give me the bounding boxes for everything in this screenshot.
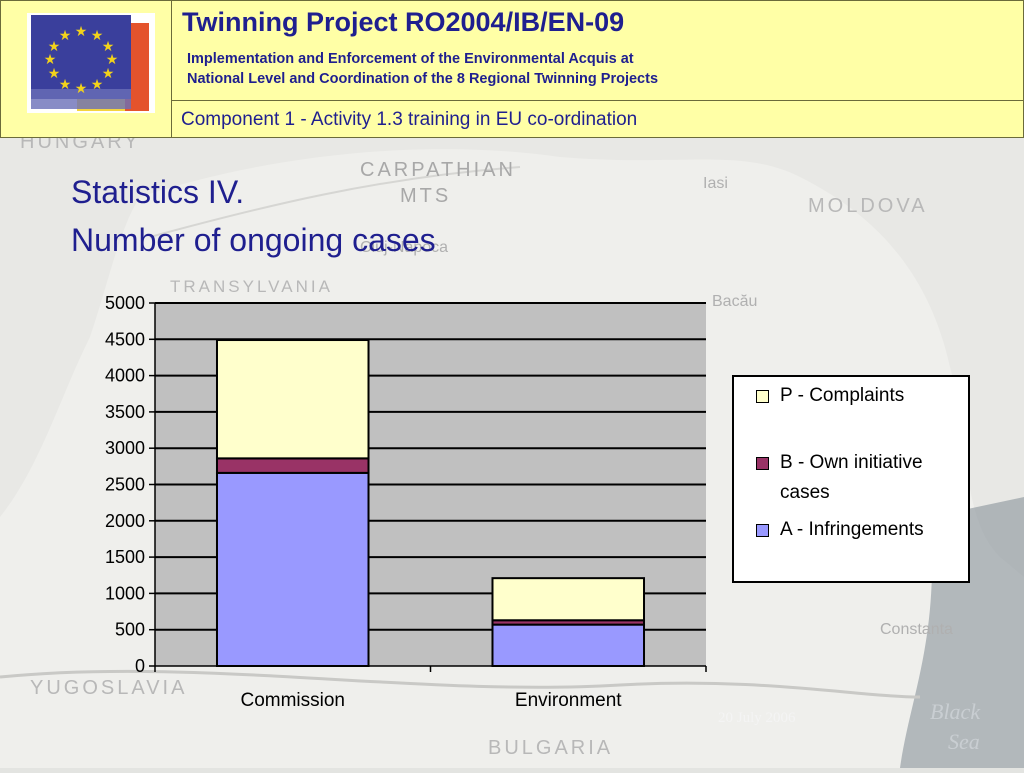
- y-tick-label: 5000: [105, 293, 145, 313]
- y-tick-label: 2000: [105, 511, 145, 531]
- y-tick-label: 0: [135, 656, 145, 676]
- map-label-mts: MTS: [400, 185, 452, 207]
- project-title: Twinning Project RO2004/IB/EN-09: [182, 7, 625, 37]
- y-tick-labels: 0 500 1000 1500 2000 2500 3000 3500 4000 4500 5000: [105, 293, 145, 676]
- legend-label-complaints: P - Complaints: [780, 385, 905, 406]
- map-label-yugoslavia: YUGOSLAVIA: [30, 677, 188, 699]
- legend-swatch-complaints: [756, 390, 769, 403]
- y-tick-label: 500: [115, 620, 145, 640]
- y-tick-label: 1000: [105, 583, 145, 603]
- bar-segment-environment-0: [491, 623, 646, 667]
- footer-date: 20 July 2006: [718, 710, 796, 726]
- svg-text:★: ★: [48, 39, 61, 55]
- map-city-iasi: Iasi: [703, 175, 728, 192]
- y-tick-label: 3500: [105, 402, 145, 422]
- y-tick-label: 2500: [105, 475, 145, 495]
- slide-title-line-2: Number of ongoing cases: [71, 222, 436, 258]
- x-category-label: Commission: [240, 690, 345, 711]
- y-tick-label: 3000: [105, 438, 145, 458]
- x-category-label: Environment: [515, 690, 622, 711]
- x-category-labels: Commission Environment: [240, 690, 622, 711]
- map-label-black-sea-1: Black: [930, 699, 981, 724]
- svg-text:★: ★: [75, 81, 88, 97]
- eu-ro-logo: ★ ★ ★ ★ ★ ★ ★ ★ ★ ★ ★ ★: [27, 13, 155, 113]
- svg-text:★: ★: [44, 52, 57, 68]
- legend-label-infringements: A - Infringements: [780, 519, 924, 540]
- y-tick-label: 4000: [105, 366, 145, 386]
- svg-text:★: ★: [102, 66, 115, 82]
- header-divider: [171, 100, 1023, 101]
- component-label: Component 1 - Activity 1.3 training in E…: [181, 109, 638, 130]
- subtitle-line-2: National Level and Coordination of the 8…: [187, 71, 659, 87]
- subtitle-line-1: Implementation and Enforcement of the En…: [187, 51, 634, 67]
- svg-text:★: ★: [102, 39, 115, 55]
- y-tick-label: 1500: [105, 547, 145, 567]
- slide-title-line-1: Statistics IV.: [71, 174, 245, 210]
- project-subtitle: Implementation and Enforcement of the En…: [187, 49, 807, 89]
- bar-segment-environment-2: [491, 577, 646, 622]
- slide-title: Statistics IV. Number of ongoing cases: [71, 168, 436, 264]
- map-city-constanta: Constanta: [880, 621, 953, 638]
- bar-segment-commission-0: [215, 471, 370, 667]
- map-label-black-sea-2: Sea: [948, 729, 980, 754]
- svg-text:★: ★: [91, 28, 104, 44]
- map-label-moldova: MOLDOVA: [808, 195, 928, 217]
- bar-segment-commission-1: [215, 457, 370, 474]
- svg-text:★: ★: [75, 24, 88, 40]
- svg-text:★: ★: [59, 28, 72, 44]
- svg-text:★: ★: [48, 66, 61, 82]
- header-banner: ★ ★ ★ ★ ★ ★ ★ ★ ★ ★ ★ ★ Twinning Project…: [0, 0, 1024, 138]
- map-city-bacau: Bacău: [712, 293, 758, 310]
- map-label-bulgaria: BULGARIA: [488, 737, 614, 759]
- svg-text:★: ★: [106, 52, 119, 68]
- svg-text:★: ★: [59, 77, 72, 93]
- axes: [149, 302, 707, 672]
- y-tick-label: 4500: [105, 329, 145, 349]
- chart-legend: P - Complaints B - Own initiative cases …: [732, 375, 970, 583]
- svg-text:★: ★: [91, 77, 104, 93]
- map-label-transylvania: TRANSYLVANIA: [170, 277, 333, 296]
- bar-stacks: [215, 339, 646, 667]
- bar-segment-commission-2: [215, 339, 370, 460]
- legend-swatch-own-initiative: [756, 457, 769, 470]
- map-city-cluj: Cluj-Napoca: [360, 239, 449, 256]
- map-label-carpathian: CARPATHIAN: [360, 159, 516, 181]
- legend-swatch-infringements: [756, 524, 769, 537]
- logo-cell: ★ ★ ★ ★ ★ ★ ★ ★ ★ ★ ★ ★: [1, 1, 172, 137]
- legend-label-own-initiative: B - Own initiative cases: [780, 452, 923, 503]
